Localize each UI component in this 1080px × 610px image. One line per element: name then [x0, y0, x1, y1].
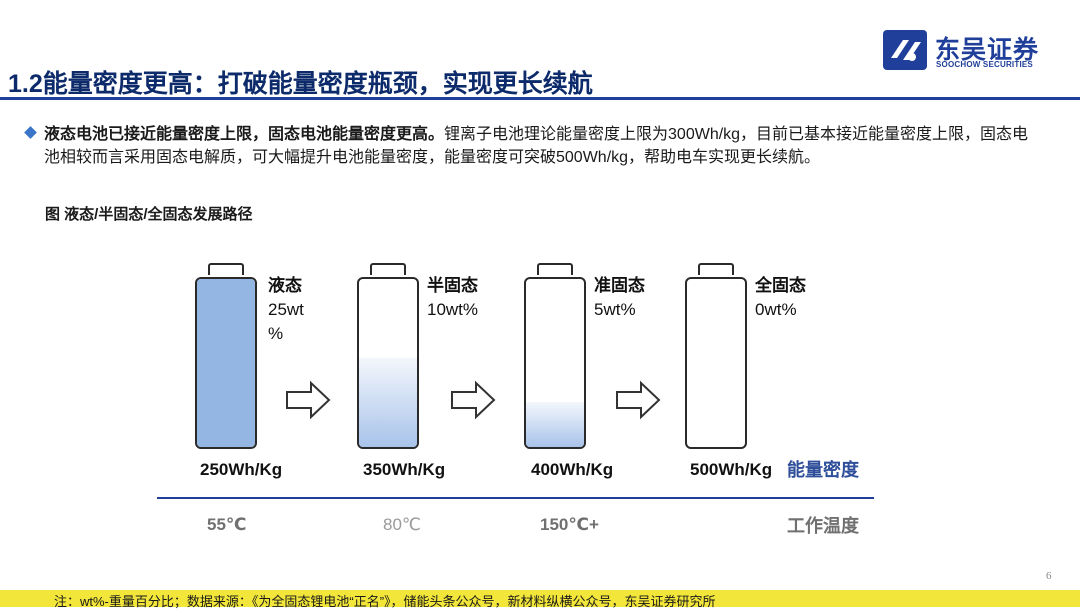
temp-liquid: 55℃ — [207, 515, 247, 534]
wt-all-solid: 0wt% — [755, 300, 797, 319]
battery-cap-quasi-solid — [537, 263, 573, 275]
state-label-all-solid: 全固态 0wt% — [755, 274, 806, 322]
battery-cap-all-solid — [698, 263, 734, 275]
state-name-quasi-solid: 准固态 — [594, 276, 645, 295]
page-number: 6 — [1046, 570, 1052, 582]
temp-axis-label: 工作温度 — [787, 516, 859, 536]
title-divider — [0, 97, 1080, 100]
arrow-right-icon — [286, 380, 331, 420]
footer-note: 注：wt%-重量百分比；数据来源：《为全固态锂电池“正名”》，储能头条公众号，新… — [54, 594, 716, 609]
brand-logo: 东吴证券 SOOCHOW SECURITIES — [883, 30, 1053, 70]
state-name-all-solid: 全固态 — [755, 276, 806, 295]
arrow-right-icon — [451, 380, 496, 420]
axis-divider — [157, 497, 874, 499]
energy-quasi-solid: 400Wh/Kg — [531, 460, 614, 479]
battery-liquid — [195, 277, 257, 449]
battery-quasi-solid — [524, 277, 586, 449]
arrow-right-icon — [616, 380, 661, 420]
bullet-paragraph: 液态电池已接近能量密度上限，固态电池能量密度更高。锂离子电池理论能量密度上限为3… — [44, 123, 1029, 169]
energy-axis-label: 能量密度 — [787, 460, 859, 480]
battery-cap-semi-solid — [370, 263, 406, 275]
state-name-semi-solid: 半固态 — [427, 276, 478, 295]
battery-fill-quasi-solid — [526, 401, 584, 447]
wt-liquid-line2: % — [268, 324, 284, 343]
brand-name-cn: 东吴证券 — [935, 36, 1040, 64]
footer-bar — [0, 590, 1080, 607]
battery-fill-liquid — [197, 279, 255, 447]
state-label-liquid: 液态 25wt % — [268, 274, 304, 346]
wt-semi-solid: 10wt% — [427, 300, 479, 319]
state-label-quasi-solid: 准固态 5wt% — [594, 274, 645, 322]
wt-liquid-line1: 25wt — [268, 300, 304, 319]
temp-quasi-solid: 150℃+ — [540, 515, 599, 534]
energy-semi-solid: 350Wh/Kg — [363, 460, 446, 479]
bullet-bold-lead: 液态电池已接近能量密度上限，固态电池能量密度更高。 — [44, 126, 445, 143]
energy-liquid: 250Wh/Kg — [200, 460, 283, 479]
page-title: 1.2能量密度更高：打破能量密度瓶颈，实现更长续航 — [8, 70, 593, 98]
temp-semi-solid: 80℃ — [383, 515, 422, 534]
bullet-body: 锂离子电池理论能量密度上限为300Wh/kg，目前已基本接近能量密度上限，固态电… — [44, 126, 1029, 166]
state-label-semi-solid: 半固态 10wt% — [427, 274, 478, 322]
battery-cap-liquid — [208, 263, 244, 275]
figure-caption: 图 液态/半固态/全固态发展路径 — [45, 206, 253, 223]
energy-all-solid: 500Wh/Kg — [690, 460, 773, 479]
soochow-logo-icon — [883, 30, 927, 70]
state-name-liquid: 液态 — [268, 276, 302, 295]
wt-quasi-solid: 5wt% — [594, 300, 636, 319]
battery-semi-solid — [357, 277, 419, 449]
battery-all-solid — [685, 277, 747, 449]
diamond-bullet-icon — [24, 126, 37, 139]
battery-fill-semi-solid — [359, 357, 417, 447]
brand-name-en: SOOCHOW SECURITIES — [936, 60, 1033, 69]
